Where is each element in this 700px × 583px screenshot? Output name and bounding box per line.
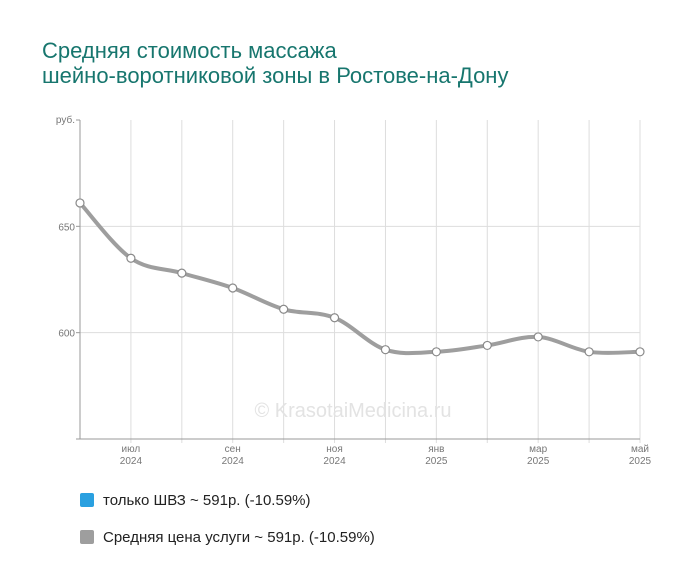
x-tick-label-year: 2024 (222, 456, 245, 467)
legend-item-shvz[interactable]: только ШВЗ ~ 591р. (-10.59%) (80, 490, 375, 510)
data-point (431, 347, 441, 357)
series-shvz (79, 201, 641, 355)
data-point (635, 347, 645, 357)
series-average (75, 198, 645, 357)
legend-label-average: Средняя цена услуги ~ 591р. (-10.59%) (103, 528, 375, 546)
x-tick-label-month: мар (529, 444, 547, 455)
chart-title: Средняя стоимость массажа шейно-воротник… (42, 38, 682, 88)
data-point (228, 283, 238, 293)
y-tick-label: 600 (58, 329, 75, 340)
data-point (329, 313, 340, 323)
data-point (279, 304, 289, 314)
y-axis-unit-label: руб. (56, 114, 75, 126)
series-line (79, 201, 641, 355)
data-point (380, 345, 391, 355)
legend: только ШВЗ ~ 591р. (-10.59%) Средняя цен… (80, 490, 375, 564)
legend-label-shvz: только ШВЗ ~ 591р. (-10.59%) (103, 491, 311, 509)
data-point (126, 253, 136, 263)
x-tick-label-month: янв (428, 444, 444, 455)
x-tick-label-month: ноя (326, 444, 343, 455)
legend-swatch-average (80, 530, 94, 544)
data-point (584, 347, 594, 357)
x-tick-label-year: 2024 (323, 456, 346, 467)
x-tick-label-month: сен (225, 444, 241, 455)
y-tick-label: 650 (58, 222, 75, 233)
axis-labels: руб.600650июл2024сен2024ноя2024янв2025ма… (56, 114, 652, 467)
chart-title-line-1: Средняя стоимость массажа (42, 38, 337, 63)
legend-swatch-shvz (80, 493, 94, 507)
x-tick-label-year: 2025 (629, 456, 652, 467)
x-tick-label-year: 2025 (425, 456, 448, 467)
data-point (75, 198, 85, 208)
x-tick-label-month: июл (122, 444, 141, 455)
x-tick-label-year: 2025 (527, 456, 550, 467)
data-point (482, 340, 492, 351)
watermark: © KrasotaiMedicina.ru (254, 400, 451, 422)
x-tick-label-year: 2024 (120, 456, 143, 467)
grid (80, 120, 641, 443)
data-point (177, 268, 187, 278)
legend-item-average[interactable]: Средняя цена услуги ~ 591р. (-10.59%) (80, 527, 375, 547)
series-line (78, 200, 642, 356)
data-point (533, 332, 543, 342)
series-layer (75, 198, 645, 357)
x-tick-label-month: май (631, 444, 649, 455)
axes (76, 119, 640, 440)
chart-title-line-2: шейно-воротниковой зоны в Ростове-на-Дон… (42, 63, 509, 88)
